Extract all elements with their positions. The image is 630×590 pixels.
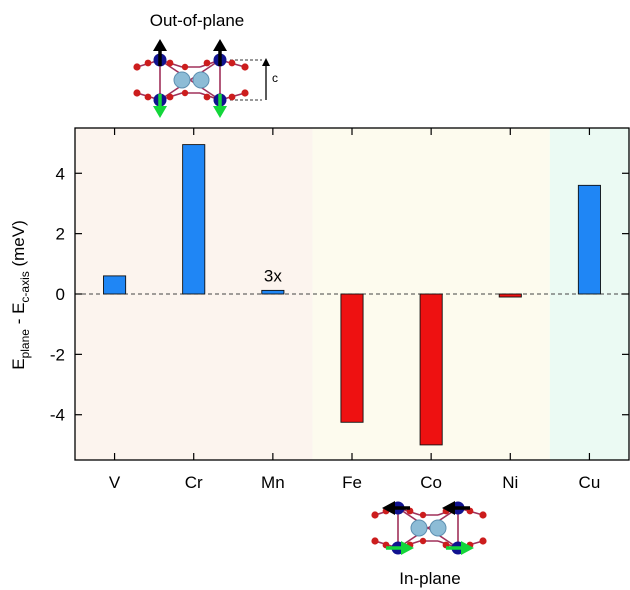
y-tick-label: 2 — [56, 225, 65, 244]
y-tick-label: -4 — [50, 406, 65, 425]
x-tick-label-co: Co — [420, 473, 442, 492]
oxygen-atoms — [133, 59, 249, 101]
y-tick-label: 0 — [56, 285, 65, 304]
bar-cu — [577, 184, 601, 295]
y-tick-label: 4 — [56, 164, 65, 183]
spin-up-arrows — [153, 39, 227, 66]
c-axis-label: c — [272, 71, 278, 85]
in-plane-structure-inset: In-plane — [371, 501, 487, 588]
x-tick-label-v: V — [109, 473, 121, 492]
bar-co — [419, 293, 443, 446]
spin-left-arrows — [382, 501, 470, 515]
out-of-plane-label: Out-of-plane — [150, 11, 245, 30]
center-atoms — [173, 71, 210, 89]
c-axis-arrowhead — [262, 58, 270, 66]
bar-annotation: 3x — [264, 266, 282, 285]
annotations: 3x — [264, 266, 282, 285]
x-tick-label-mn: Mn — [261, 473, 285, 492]
bar-ni — [498, 293, 522, 298]
spin-down-arrows — [153, 94, 227, 118]
center-atoms — [410, 519, 447, 537]
y-axis-ticks: 4 2 0 -2 -4 — [50, 164, 629, 425]
x-axis-ticks: V Cr Mn Fe Co Ni Cu — [109, 128, 600, 492]
x-tick-label-fe: Fe — [342, 473, 362, 492]
in-plane-label: In-plane — [399, 569, 460, 588]
crystal-bonds — [136, 59, 246, 101]
y-tick-label: -2 — [50, 345, 65, 364]
bar-v — [103, 275, 127, 295]
x-tick-label-cu: Cu — [579, 473, 601, 492]
y-axis-label: Eplane - Ec-axis (meV) — [9, 220, 32, 370]
x-tick-label-cr: Cr — [185, 473, 203, 492]
spin-right-arrows — [386, 541, 474, 555]
out-of-plane-structure-inset: Out-of-plane c — [133, 11, 278, 118]
x-tick-label-ni: Ni — [502, 473, 518, 492]
bar-series — [103, 144, 601, 446]
bar-fe — [340, 293, 364, 423]
bar-cr — [182, 144, 206, 295]
crystal-bonds — [374, 507, 484, 549]
metal-atoms — [153, 53, 227, 107]
bar-mn — [261, 289, 285, 295]
